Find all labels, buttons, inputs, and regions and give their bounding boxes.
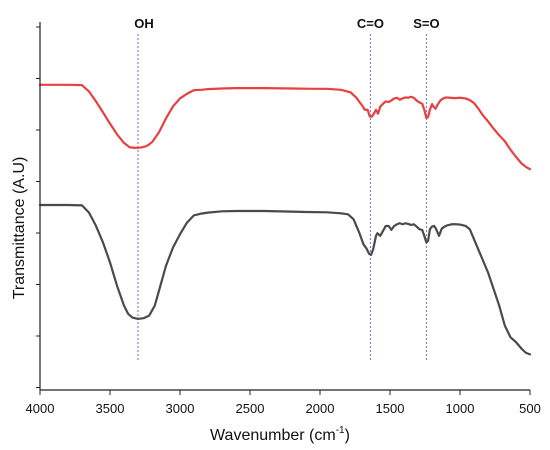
y-ticks	[36, 26, 40, 388]
x-axis-title: Wavenumber (cm-1)	[210, 425, 350, 444]
x-tick-label-2000: 2000	[306, 401, 335, 416]
x-tick-label-3000: 3000	[166, 401, 195, 416]
series-line-1	[38, 83, 532, 171]
axes-layer	[39, 22, 530, 391]
y-axis-title: Transmittance (A.U)	[11, 157, 28, 300]
x-tick-label-4000: 4000	[26, 401, 55, 416]
peak-label-3: S=O	[413, 16, 439, 31]
x-tick-label-1000: 1000	[446, 401, 475, 416]
x-ticks: 4000 3500 3000 2500 2000 1500 1000 500	[26, 390, 541, 416]
peak-label-2: C=O	[357, 16, 384, 31]
x-axis-title-end: )	[345, 427, 350, 444]
x-axis-title-sup: -1	[336, 425, 345, 436]
x-tick-label-1500: 1500	[376, 401, 405, 416]
peak-guide-lines	[137, 34, 427, 360]
x-axis-title-main: Wavenumber (cm	[210, 427, 336, 444]
peak-labels: OH C=O S=O	[134, 16, 439, 31]
peak-label-1: OH	[134, 16, 154, 31]
x-tick-label-500: 500	[519, 401, 541, 416]
series-line-2	[38, 203, 532, 356]
series-layer	[38, 83, 532, 356]
x-tick-label-2500: 2500	[236, 401, 265, 416]
x-tick-label-3500: 3500	[96, 401, 125, 416]
